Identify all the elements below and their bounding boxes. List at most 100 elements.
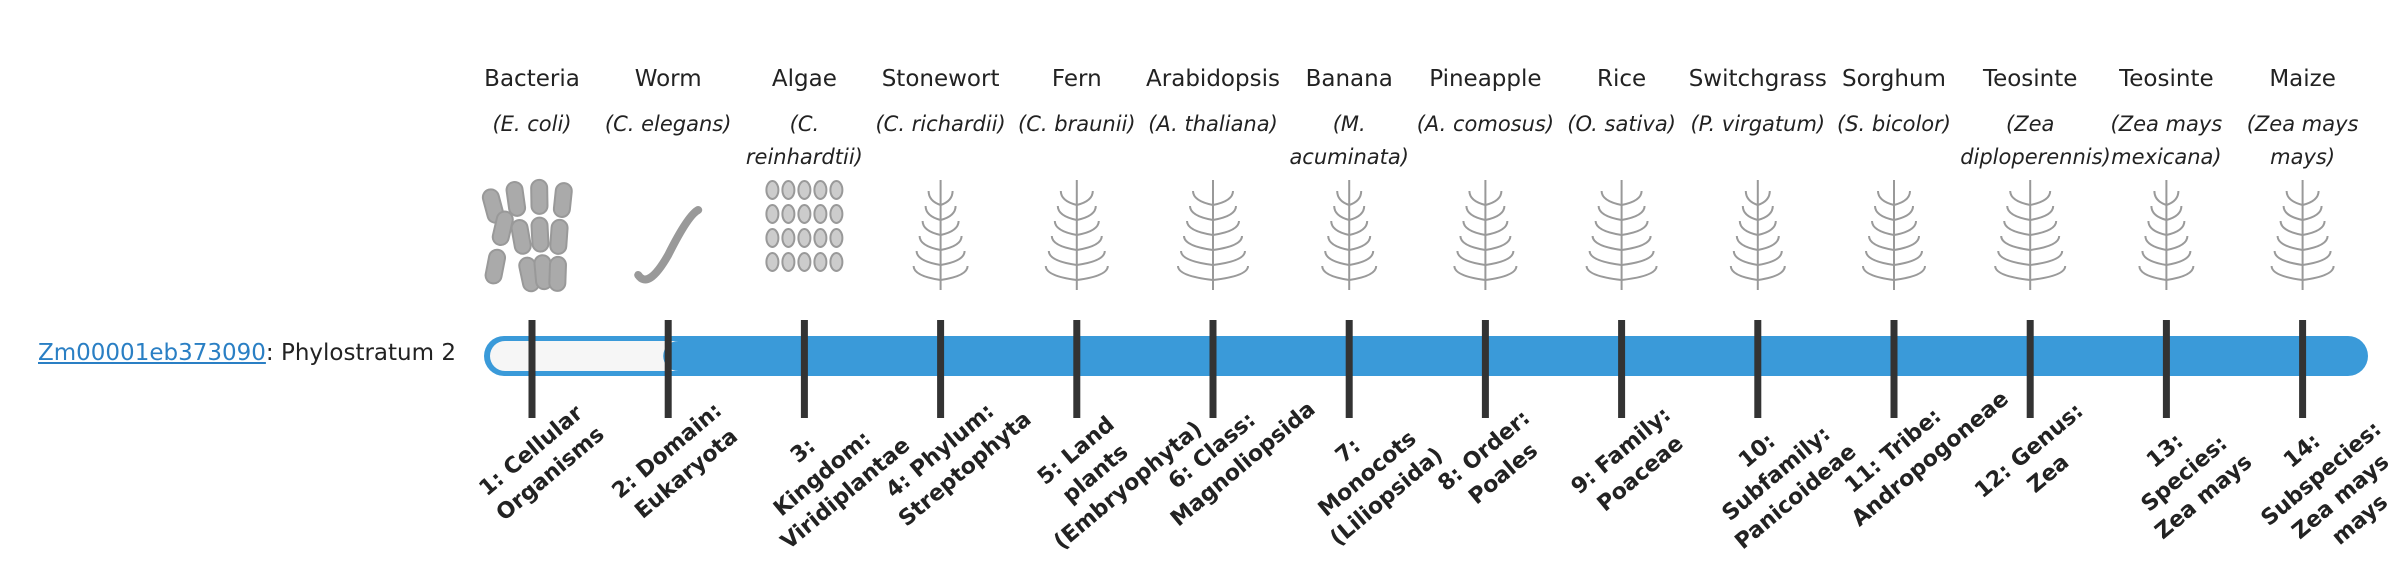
alga (781, 228, 796, 248)
organism-icon (1044, 180, 1109, 290)
leaf (1465, 205, 1506, 221)
species-name: (A. comosus) (1416, 112, 1555, 136)
leaf (1588, 250, 1655, 266)
leaf (1877, 190, 1911, 206)
leaf (2000, 235, 2061, 251)
leaf (1862, 265, 1926, 281)
species-name: (C. elegans) (604, 112, 732, 136)
progress-bar (484, 336, 2368, 376)
leaf (2147, 220, 2186, 236)
leaf (1192, 190, 1234, 206)
organism-icon (1729, 180, 1786, 290)
leaf (1591, 235, 1652, 251)
gene-label: Zm00001eb373090: Phylostratum 2 (38, 340, 456, 366)
organism-icon (1177, 180, 1249, 290)
leaf (1324, 250, 1375, 266)
organism-icon (1321, 180, 1378, 290)
common-name: Switchgrass (1688, 66, 1827, 92)
gene-link[interactable]: Zm00001eb373090 (38, 340, 266, 366)
leaf (1047, 250, 1106, 266)
leaf (2009, 190, 2052, 206)
leaf (2153, 190, 2180, 206)
alga (765, 180, 780, 200)
leaf (1744, 190, 1771, 206)
species-name: (E. coli) (492, 112, 572, 136)
leaf (924, 205, 957, 221)
leaf (2006, 205, 2055, 221)
common-name: Rice (1597, 66, 1647, 92)
leaf (2138, 265, 2195, 281)
species-name: (Zea mays mays) (2246, 112, 2359, 169)
leaf (2141, 250, 2192, 266)
common-name: Banana (1305, 66, 1393, 92)
leaf (1732, 250, 1783, 266)
alga (829, 204, 844, 224)
leaf (912, 265, 969, 281)
species-name: (P. virgatum) (1690, 112, 1826, 136)
cell (484, 248, 507, 285)
alga (781, 180, 796, 200)
leaf (1327, 235, 1372, 251)
species-name: (C. braunii) (1018, 112, 1136, 136)
leaf (1321, 265, 1378, 281)
alga (797, 180, 812, 200)
alga (765, 228, 780, 248)
leaf (1183, 235, 1243, 251)
leaf (1177, 265, 1249, 281)
leaf (2003, 220, 2058, 236)
organism-icon (2138, 180, 2195, 290)
cell (530, 178, 549, 215)
leaf (1453, 265, 1518, 281)
common-name: Fern (1051, 66, 1102, 92)
species-name: (C. reinhardtii) (745, 112, 863, 169)
alga (765, 252, 780, 272)
leaf (1994, 265, 2067, 281)
species-name: (A. thaliana) (1148, 112, 1278, 136)
alga (781, 252, 796, 272)
leaf (2282, 205, 2323, 221)
alga (813, 252, 828, 272)
organism-icon (1585, 180, 1658, 290)
organism-icon (481, 178, 573, 293)
leaf (2150, 205, 2183, 221)
leaf (915, 250, 966, 266)
cell (510, 219, 532, 255)
leaf (2273, 250, 2332, 266)
leaf (2270, 265, 2335, 281)
leaf (1997, 250, 2064, 266)
organism-icon (912, 180, 969, 290)
leaf (927, 190, 954, 206)
common-name: Teosinte (2119, 66, 2214, 92)
alga (829, 252, 844, 272)
alga (813, 204, 828, 224)
leaf (1044, 265, 1109, 281)
species-name: (C. richardii) (875, 112, 1006, 136)
leaf (1336, 190, 1363, 206)
alga (813, 228, 828, 248)
leaf (1741, 205, 1774, 221)
label: Phylostratum (280, 340, 435, 366)
leaf (1333, 205, 1366, 221)
species-name: (Zea mays mexicana) (2110, 112, 2223, 169)
cell (530, 216, 550, 253)
alga (781, 204, 796, 224)
cell (491, 210, 514, 247)
alga (765, 204, 780, 224)
common-name: Algae (771, 66, 837, 92)
leaf (918, 235, 963, 251)
leaf (1735, 235, 1780, 251)
alga (797, 252, 812, 272)
cell (552, 182, 573, 218)
leaf (2276, 235, 2329, 251)
leaf (1462, 220, 1509, 236)
worm (634, 206, 703, 284)
leaf (1456, 250, 1515, 266)
alga (829, 180, 844, 200)
cell (505, 180, 527, 217)
leaf (1729, 265, 1786, 281)
common-name: Maize (2269, 66, 2336, 92)
leaf (1330, 220, 1369, 236)
leaf (1459, 235, 1512, 251)
